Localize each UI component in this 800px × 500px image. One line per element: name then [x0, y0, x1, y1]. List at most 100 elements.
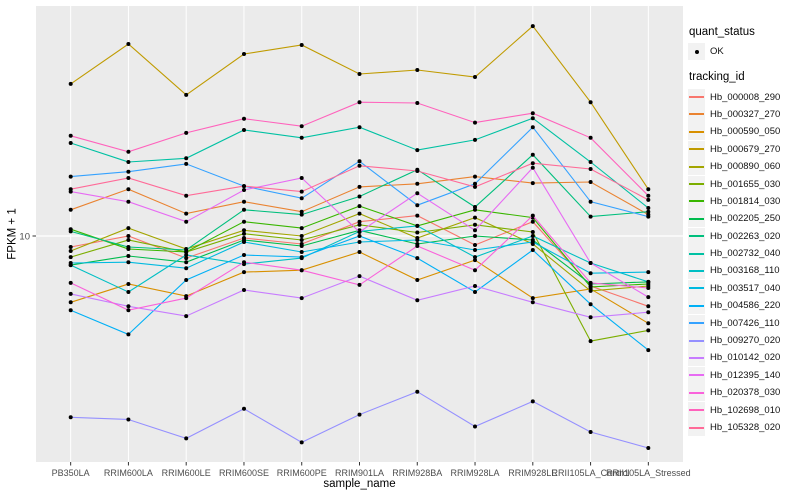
- data-point: [588, 167, 593, 171]
- data-point: [126, 282, 131, 286]
- data-point: [299, 209, 304, 214]
- data-point: [588, 214, 593, 219]
- data-point: [415, 68, 420, 72]
- data-point: [415, 213, 420, 218]
- legend-line-icon: [689, 339, 704, 342]
- x-tick-label: RRIM901LA: [335, 468, 384, 478]
- data-point: [415, 298, 420, 303]
- data-point: [588, 160, 593, 164]
- data-point: [68, 81, 73, 86]
- legend-key-box: [688, 88, 705, 106]
- legend-item-label: OK: [710, 46, 724, 58]
- data-point: [126, 238, 131, 242]
- data-point: [646, 270, 651, 275]
- data-point: [184, 193, 189, 198]
- data-point: [68, 255, 73, 260]
- data-point: [530, 111, 535, 116]
- legend-key-box: [688, 43, 705, 61]
- data-point: [473, 137, 477, 142]
- x-tick-label: RRIM928BA: [392, 468, 442, 478]
- data-point: [184, 219, 189, 224]
- data-point: [415, 169, 420, 173]
- data-point: [299, 234, 304, 238]
- data-point: [530, 116, 535, 121]
- data-point: [126, 42, 131, 46]
- legend-item: Hb_000327_270: [688, 105, 800, 123]
- data-point: [184, 296, 189, 301]
- data-point: [646, 187, 651, 192]
- data-point: [184, 266, 189, 271]
- data-point: [242, 207, 246, 212]
- data-point: [415, 238, 420, 242]
- legend-item: Hb_002732_040: [688, 245, 800, 263]
- legend-item-label: Hb_012395_140: [710, 369, 781, 381]
- legend-item: Hb_003517_040: [688, 279, 800, 297]
- data-point: [242, 270, 246, 275]
- data-point: [68, 291, 73, 296]
- data-point: [415, 148, 420, 153]
- data-point: [126, 304, 131, 309]
- legend-item-label: Hb_102698_010: [710, 404, 781, 416]
- data-point: [68, 229, 73, 234]
- data-point: [415, 181, 420, 186]
- data-point: [242, 128, 246, 132]
- data-point: [184, 314, 189, 319]
- legend-line-icon: [689, 287, 704, 290]
- data-point: [415, 389, 420, 394]
- data-point: [184, 130, 189, 135]
- data-point: [184, 156, 189, 161]
- data-point: [299, 250, 304, 254]
- data-point: [530, 219, 535, 224]
- legend-line-icon: [689, 269, 704, 272]
- data-point: [126, 308, 131, 313]
- legend-item-label: Hb_003517_040: [710, 282, 781, 294]
- legend-item: Hb_000679_270: [688, 140, 800, 158]
- data-point: [242, 406, 246, 411]
- data-point: [473, 120, 477, 125]
- data-point: [588, 280, 593, 285]
- data-point: [415, 101, 420, 105]
- data-point: [415, 230, 420, 235]
- legend-item: Hb_001814_030: [688, 192, 800, 210]
- legend-key-box: [688, 245, 705, 263]
- data-point: [126, 160, 131, 164]
- data-point: [646, 304, 651, 309]
- y-axis-title-wrap: FPKM + 1: [0, 6, 26, 462]
- data-point: [415, 203, 420, 208]
- data-point: [415, 223, 420, 228]
- data-point: [646, 328, 651, 333]
- x-tick-label: RRIM600PE: [277, 468, 327, 478]
- data-point: [530, 240, 535, 244]
- data-point: [588, 271, 593, 276]
- data-point: [357, 211, 362, 216]
- data-point: [184, 211, 189, 216]
- data-point: [646, 446, 651, 450]
- data-point: [357, 282, 362, 287]
- data-point: [473, 258, 477, 263]
- legend-line-icon: [689, 183, 704, 186]
- data-point: [530, 230, 535, 234]
- legend-line-icon: [689, 304, 704, 307]
- data-point: [68, 207, 73, 212]
- data-point: [299, 440, 304, 445]
- data-point: [357, 274, 362, 279]
- data-point: [588, 302, 593, 307]
- x-tick-label: RRIM600SE: [219, 468, 269, 478]
- legend-line-icon: [689, 96, 704, 99]
- data-point: [530, 152, 535, 157]
- legend-item-label: Hb_010142_020: [710, 352, 781, 364]
- data-point: [126, 417, 131, 422]
- data-point: [242, 231, 246, 236]
- legend-item: Hb_004586_220: [688, 297, 800, 315]
- data-point: [473, 243, 477, 247]
- legend-item-label: Hb_105328_020: [710, 422, 781, 433]
- data-point: [68, 245, 73, 249]
- data-point: [126, 254, 131, 258]
- data-point: [357, 204, 362, 209]
- data-point: [646, 209, 651, 214]
- data-point: [473, 234, 477, 238]
- data-point: [242, 116, 246, 121]
- data-point: [242, 260, 246, 265]
- data-point: [68, 141, 73, 145]
- data-point: [126, 332, 131, 337]
